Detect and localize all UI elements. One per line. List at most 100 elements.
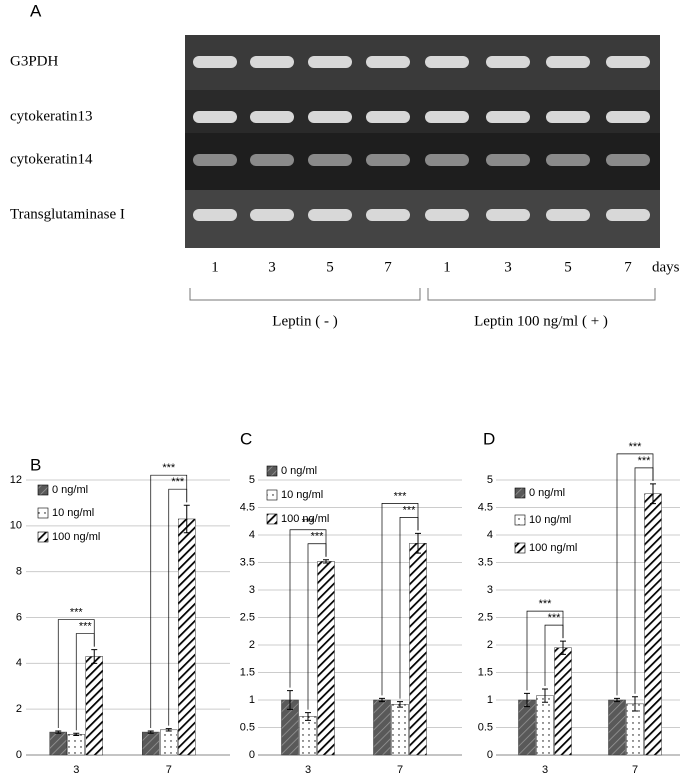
lane-label: 3 [504,259,512,275]
error-bar [650,483,656,505]
bar [409,543,427,756]
chart-title: C [240,429,252,448]
y-tick-label: 0 [487,749,493,761]
legend-swatch [37,484,49,496]
y-tick-label: 10 [10,520,22,532]
y-tick-label: 1 [249,694,255,706]
y-tick-label: 2 [16,703,22,715]
gel-band [366,111,410,123]
gel-band [486,111,530,123]
x-tick-label: 3 [73,764,79,776]
lane-label: 1 [211,259,219,275]
error-bar [560,640,566,655]
row-label: Transglutaminase I [10,206,125,222]
legend-swatch [514,542,526,554]
legend-swatch [37,507,49,519]
significance-label: *** [171,476,185,488]
legend-label: 10 ng/ml [529,514,571,526]
significance-label: *** [162,462,176,474]
error-bar [287,690,293,710]
error-bar [524,692,530,708]
legend-label: 10 ng/ml [281,489,323,501]
bar [554,647,572,756]
row-label: cytokeratin13 [10,108,92,124]
gel-band [193,209,237,221]
bar [391,704,409,756]
y-tick-label: 4 [16,657,22,669]
y-tick-label: 1.5 [240,666,255,678]
y-tick-label: 0 [16,749,22,761]
gel-band [546,154,590,166]
significance-bracket [150,474,188,728]
chart-title: B [30,455,41,474]
significance-bracket [75,633,95,731]
y-tick-label: 3 [249,584,255,596]
gel-band [193,111,237,123]
legend-label: 100 ng/ml [52,531,100,543]
bar [608,699,626,756]
y-tick-label: 1.5 [478,666,493,678]
legend-swatch [514,514,526,526]
error-bar [323,559,329,564]
row-label: cytokeratin14 [10,151,93,167]
significance-bracket [544,624,564,686]
lane-label: 7 [384,259,392,275]
significance-bracket [616,453,654,696]
group-label: Leptin 100 ng/ml ( + ) [474,313,608,329]
gel-band [425,154,469,166]
gel-band [606,154,650,166]
gel-band [425,111,469,123]
significance-bracket [381,503,419,696]
error-bar [55,730,62,734]
gel-band [546,56,590,68]
gel-band [308,209,352,221]
significance-bracket [57,619,95,728]
significance-bracket [526,610,564,691]
error-bar [91,649,98,664]
error-bar [379,697,385,703]
y-tick-label: 0.5 [240,721,255,733]
group-bracket [189,288,656,301]
legend-label: 100 ng/ml [529,542,577,554]
y-tick-label: 8 [16,566,22,578]
y-tick-label: 1 [487,694,493,706]
significance-bracket [634,467,654,694]
y-tick-label: 5 [487,474,493,486]
lane-label: 5 [326,259,334,275]
significance-label: *** [394,490,408,502]
gel-band [250,56,294,68]
y-tick-label: 4.5 [240,501,255,513]
gel-band [308,56,352,68]
y-tick-label: 4 [487,529,493,541]
y-tick-label: 0.5 [478,721,493,733]
gel-band [546,209,590,221]
y-tick-label: 5 [249,474,255,486]
gel-band [486,154,530,166]
bar [67,734,85,756]
significance-label: *** [70,606,84,618]
lane-label: 5 [564,259,572,275]
error-bar [632,696,638,712]
significance-label: *** [638,455,652,467]
y-tick-label: 4.5 [478,501,493,513]
legend-label: 10 ng/ml [52,507,94,519]
bar [49,731,67,756]
bar [644,493,662,756]
legend-swatch [266,465,278,477]
error-bar [415,532,421,554]
gel-band [486,56,530,68]
gel-band [606,209,650,221]
row-label: G3PDH [10,53,59,69]
error-bar [183,504,190,534]
lane-label: 7 [624,259,632,275]
y-tick-label: 0 [249,749,255,761]
error-bar [73,732,80,737]
y-tick-label: 2 [249,639,255,651]
y-tick-label: 2.5 [478,611,493,623]
bar [626,703,644,756]
gel-band [250,111,294,123]
significance-label: *** [548,612,562,624]
y-tick-label: 12 [10,474,22,486]
error-bar [165,728,172,732]
